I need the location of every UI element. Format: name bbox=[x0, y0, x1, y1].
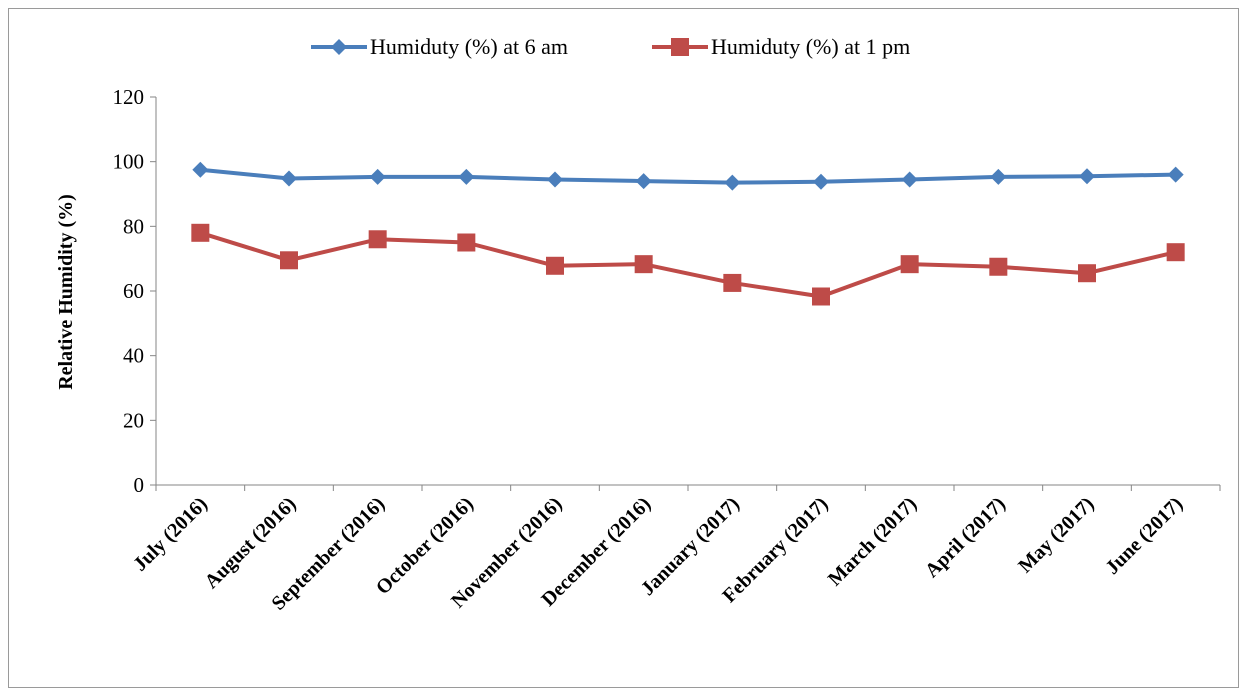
data-point-diamond bbox=[901, 171, 918, 188]
x-category-label: June (2017) bbox=[1101, 493, 1187, 579]
data-point-diamond bbox=[458, 168, 475, 185]
x-category-label: April (2017) bbox=[921, 493, 1010, 582]
data-point-square bbox=[723, 273, 742, 292]
data-point-diamond bbox=[192, 161, 209, 178]
data-point-square bbox=[280, 251, 298, 270]
legend-item-2: Humiduty (%) at 1 pm bbox=[652, 34, 910, 59]
y-tick-label: 120 bbox=[113, 85, 145, 109]
data-point-square bbox=[368, 230, 387, 249]
data-point-diamond bbox=[547, 171, 563, 188]
y-tick-label: 60 bbox=[123, 279, 144, 303]
data-point-square bbox=[546, 256, 564, 275]
data-point-square bbox=[812, 287, 830, 306]
series-1 bbox=[192, 161, 1184, 191]
y-tick-label: 40 bbox=[123, 344, 144, 368]
data-point-diamond bbox=[1079, 168, 1095, 185]
data-point-diamond bbox=[635, 173, 652, 190]
y-tick-label: 20 bbox=[123, 408, 144, 432]
y-axis-title: Relative Humidity (%) bbox=[55, 194, 77, 390]
x-category-label: August (2016) bbox=[201, 493, 301, 593]
data-point-square bbox=[1078, 264, 1096, 283]
legend-label: Humiduty (%) at 1 pm bbox=[711, 34, 910, 59]
data-point-diamond bbox=[281, 170, 297, 187]
data-point-diamond bbox=[813, 173, 829, 190]
data-point-diamond bbox=[724, 174, 741, 191]
data-point-square bbox=[634, 255, 653, 274]
data-point-diamond bbox=[990, 168, 1007, 185]
y-tick-label: 0 bbox=[134, 473, 145, 497]
legend: Humiduty (%) at 6 am Humiduty (%) at 1 pm bbox=[311, 34, 910, 59]
series-line bbox=[198, 230, 1178, 299]
data-point-diamond bbox=[369, 168, 386, 185]
legend-label: Humiduty (%) at 6 am bbox=[370, 34, 568, 59]
series-2 bbox=[191, 223, 1185, 306]
x-category-label: July (2016) bbox=[129, 493, 212, 576]
x-axis: July (2016)August (2016)September (2016)… bbox=[129, 484, 1221, 615]
data-point-square bbox=[191, 223, 210, 242]
chart-frame bbox=[8, 8, 1239, 688]
y-tick-label: 80 bbox=[123, 214, 144, 238]
data-point-diamond bbox=[1167, 166, 1184, 183]
legend-item-1: Humiduty (%) at 6 am bbox=[311, 34, 568, 59]
x-category-label: March (2017) bbox=[824, 493, 921, 590]
y-axis: 0 20 40 60 80 100 120 bbox=[113, 85, 157, 497]
data-point-square bbox=[457, 233, 476, 252]
legend-marker bbox=[331, 39, 347, 55]
data-point-square bbox=[1166, 243, 1185, 262]
legend-marker bbox=[671, 38, 689, 56]
series-line bbox=[198, 167, 1178, 185]
x-category-label: May (2017) bbox=[1014, 493, 1098, 577]
y-tick-label: 100 bbox=[113, 150, 145, 174]
series-layer bbox=[191, 161, 1185, 306]
data-point-square bbox=[900, 255, 919, 274]
data-point-square bbox=[989, 257, 1008, 276]
